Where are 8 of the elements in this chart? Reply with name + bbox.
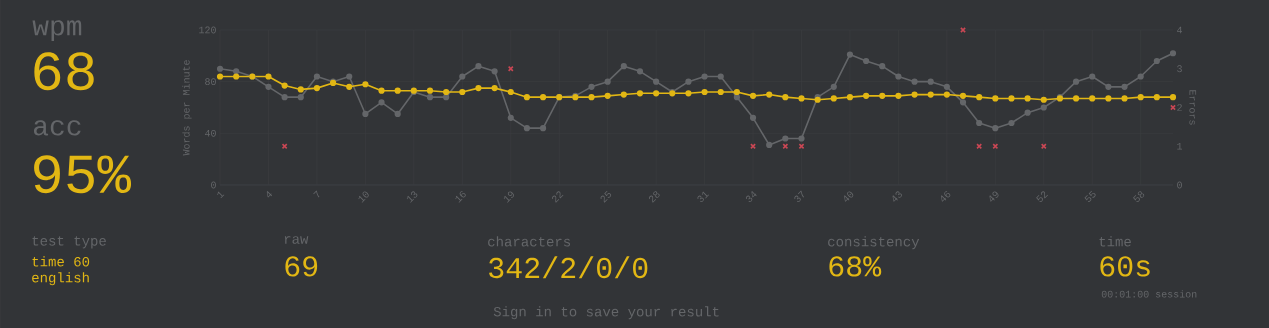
text: 95% [34, 155, 132, 194]
text: 68% [829, 256, 882, 277]
text: time 60 [32, 256, 90, 267]
text: 69 [285, 256, 318, 277]
text: 68 [34, 52, 94, 91]
text: 342/2/0/0 [489, 256, 648, 279]
text: 60s [1100, 256, 1150, 277]
text: english [32, 272, 89, 286]
